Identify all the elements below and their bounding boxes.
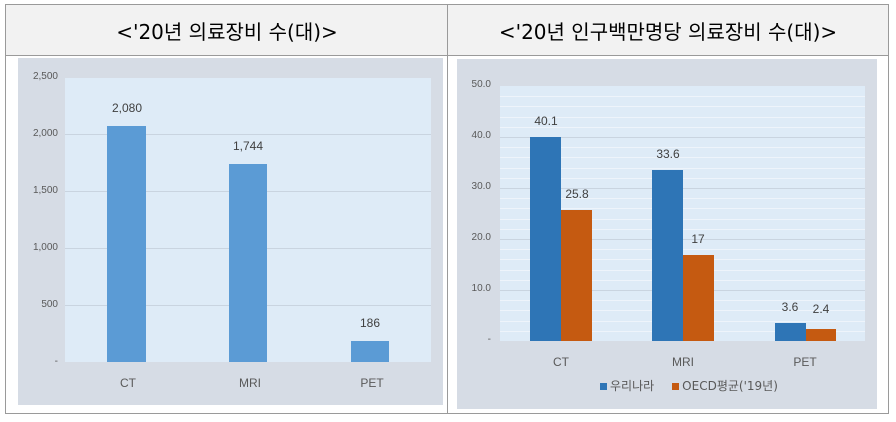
bar-ct (107, 126, 146, 362)
y-tick: - (487, 334, 491, 345)
x-label-mri: MRI (672, 355, 694, 369)
x-label-pet: PET (793, 355, 817, 369)
y-tick: 500 (41, 299, 58, 310)
value-label-pet: 186 (359, 316, 381, 330)
table-frame: <'20년 의료장비 수(대)> <'20년 인구백만명당 의료장비 수(대)> (5, 4, 889, 414)
left-plot-area: 2,080 1,744 186 (65, 78, 431, 362)
bar-oecd-ct (561, 210, 592, 341)
left-chart-panel: 2,080 1,744 186 2,500 2,000 1,500 1,000 … (18, 58, 443, 405)
bar-oecd-pet (806, 329, 836, 341)
legend-swatch-oecd (672, 383, 680, 390)
bar-korea-ct (530, 137, 561, 341)
value-label-oecd-pet: 2.4 (812, 302, 830, 316)
y-tick: 50.0 (471, 79, 491, 90)
x-label-pet: PET (360, 376, 384, 390)
bar-oecd-mri (683, 255, 714, 341)
y-tick: 1,500 (32, 185, 58, 196)
y-tick: 2,000 (32, 128, 58, 139)
y-tick: 1,000 (32, 242, 58, 253)
legend-swatch-korea (600, 383, 607, 390)
value-label-oecd-mri: 17 (691, 232, 705, 246)
x-label-mri: MRI (239, 376, 261, 390)
value-label-oecd-ct: 25.8 (565, 187, 589, 201)
value-label-korea-mri: 33.6 (656, 147, 680, 161)
bar-korea-pet (775, 323, 806, 341)
chart-legend: 우리나라 OECD평균('19년) (600, 377, 778, 394)
y-tick: - (54, 356, 58, 367)
x-label-ct: CT (553, 355, 569, 369)
value-label-mri: 1,744 (232, 139, 264, 153)
right-chart-title: <'20년 인구백만명당 의료장비 수(대)> (448, 5, 888, 56)
right-plot-area: 40.1 25.8 33.6 17 3.6 2.4 (500, 86, 865, 341)
value-label-ct: 2,080 (111, 101, 143, 115)
value-label-korea-ct: 40.1 (534, 114, 558, 128)
bar-mri (229, 164, 267, 362)
y-tick: 30.0 (471, 181, 491, 192)
y-tick: 20.0 (471, 232, 491, 243)
y-tick: 2,500 (32, 71, 58, 82)
right-chart-panel: 40.1 25.8 33.6 17 3.6 2.4 50.0 40.0 30.0… (457, 59, 877, 409)
bar-korea-mri (652, 170, 683, 341)
value-label-korea-pet: 3.6 (781, 300, 799, 314)
y-tick: 40.0 (471, 130, 491, 141)
x-label-ct: CT (120, 376, 136, 390)
legend-item-oecd: OECD평균('19년) (672, 377, 778, 394)
y-tick: 10.0 (471, 283, 491, 294)
legend-item-korea: 우리나라 (600, 377, 654, 394)
left-chart-title: <'20년 의료장비 수(대)> (6, 5, 448, 56)
bar-pet (351, 341, 389, 362)
column-divider (447, 5, 448, 413)
